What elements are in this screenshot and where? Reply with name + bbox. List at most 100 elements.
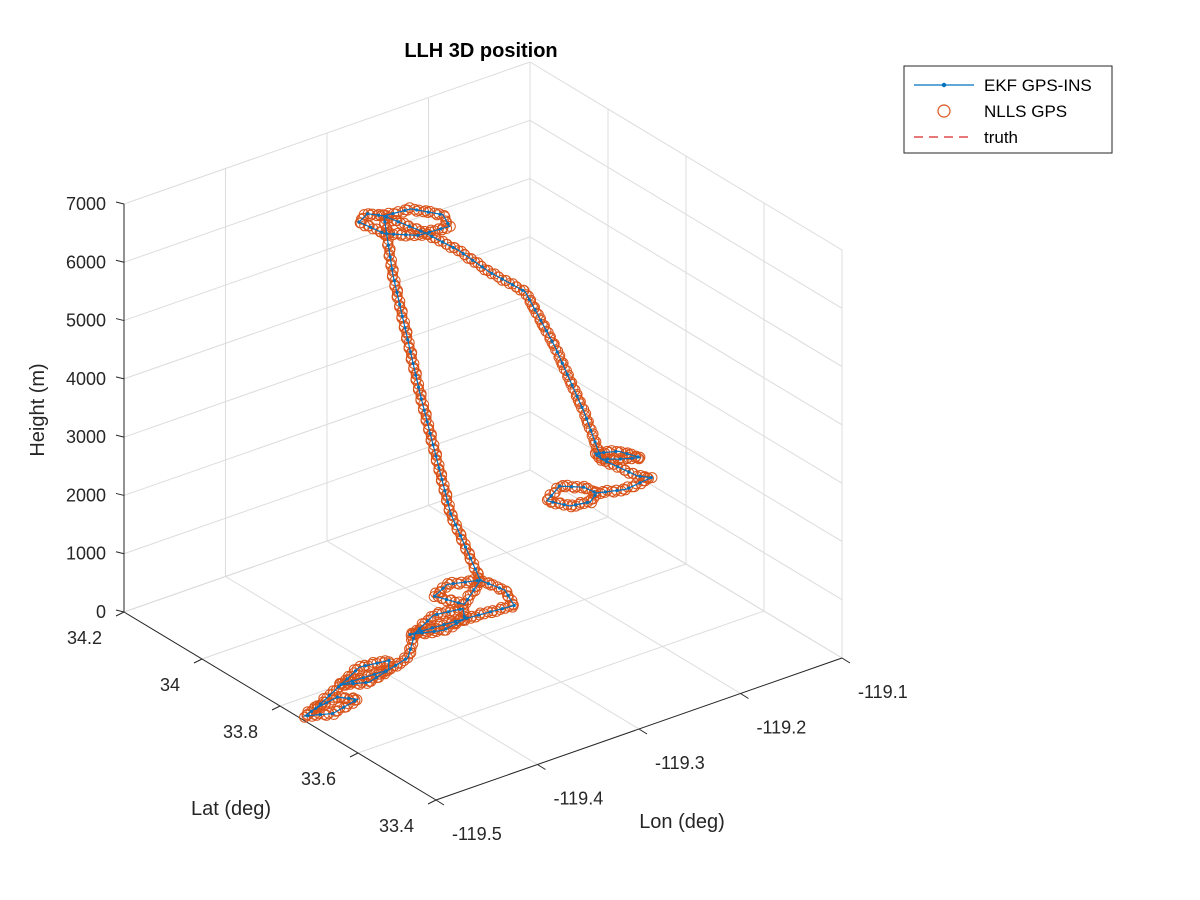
ekf-point (398, 302, 402, 306)
ekf-point (560, 361, 564, 365)
ekf-point (500, 607, 504, 611)
ekf-point (442, 623, 446, 627)
ekf-point (425, 420, 429, 424)
ekf-point (614, 449, 618, 454)
nlls-gps-point (455, 245, 467, 257)
legend-item-ekf: EKF GPS-INS (914, 76, 1092, 95)
ekf-point (589, 428, 593, 432)
ekf-point (488, 610, 493, 614)
ekf-point (480, 265, 484, 269)
ekf-point (461, 252, 465, 256)
ekf-point (391, 212, 395, 216)
ekf-point (441, 586, 445, 590)
ekf-point (403, 208, 407, 213)
ekf-point (475, 579, 479, 583)
nlls-gps-point (311, 703, 323, 715)
grid-side-height (529, 353, 843, 542)
ekf-point (400, 314, 404, 318)
z-tick-mark (115, 201, 125, 205)
x-tick-mark (435, 799, 445, 806)
nlls-gps-point (500, 275, 512, 287)
ekf-point (406, 338, 410, 342)
y-axis-label: Lat (deg) (191, 798, 271, 820)
ekf-point (597, 451, 601, 455)
nlls-gps-point (601, 484, 613, 496)
y-tick-mark (115, 611, 125, 617)
ekf-point (375, 661, 379, 665)
nlls-gps-point (299, 711, 311, 723)
ekf-point (444, 597, 449, 602)
nlls-gps-point (455, 533, 467, 545)
ekf-point (395, 290, 399, 295)
ekf-point (562, 503, 566, 507)
ekf-point (463, 545, 468, 549)
z-tick-mark (115, 609, 125, 613)
ekf-point (593, 493, 597, 497)
nlls-gps-point (379, 229, 391, 241)
ekf-point (318, 702, 322, 706)
z-tick-label: 7000 (66, 194, 106, 214)
grid-side-height (529, 411, 843, 601)
ekf-point (361, 676, 365, 680)
nlls-gps-point (558, 499, 570, 511)
grid-back-height (123, 294, 531, 438)
ekf-point (585, 417, 589, 421)
x-tick-mark (841, 657, 851, 664)
ekf-point (446, 221, 450, 226)
grid-back-height (123, 61, 531, 205)
ekf-point (407, 224, 412, 228)
nlls-gps-point (507, 278, 519, 290)
ekf-point (574, 503, 578, 507)
ekf-point (544, 329, 549, 333)
nlls-gps-point (440, 215, 452, 227)
nlls-gps-point (566, 377, 578, 388)
x-tick-label: -119.3 (655, 753, 705, 773)
nlls-gps-point (392, 657, 403, 669)
ekf-point (471, 258, 475, 262)
nlls-gps-point (493, 271, 505, 283)
nlls-gps-point (472, 257, 484, 269)
ekf-point (465, 616, 469, 620)
ekf-point (451, 245, 455, 250)
axis-lines (115, 201, 851, 806)
ekf-point (345, 677, 349, 681)
legend-item-truth: truth (914, 128, 1018, 147)
ekf-point (580, 405, 584, 409)
ekf-point (444, 627, 448, 631)
nlls-gps-point (587, 493, 599, 505)
nlls-gps-point (426, 232, 438, 244)
nlls-gps-point (466, 253, 477, 265)
nlls-gps-point (619, 464, 631, 476)
ekf-point (414, 373, 418, 377)
ekf-point (416, 385, 421, 389)
grid-back-height (123, 352, 531, 496)
ekf-point (472, 588, 476, 592)
nlls-gps-point (530, 307, 542, 319)
z-tick-mark (115, 434, 125, 438)
ekf-point (456, 601, 460, 605)
nlls-gps-point (637, 475, 649, 487)
x-tick-label: -119.1 (858, 682, 908, 702)
nlls-gps-point (464, 553, 476, 564)
grid-side-height (529, 178, 843, 367)
legend-label-ekf: EKF GPS-INS (984, 76, 1092, 95)
ekf-point (463, 580, 467, 584)
ekf-point (353, 669, 358, 673)
ekf-point (403, 326, 407, 330)
z-tick-label: 0 (96, 602, 106, 622)
nlls-gps-point (520, 289, 532, 301)
z-tick-mark (115, 551, 125, 555)
nlls-gps-point (489, 268, 501, 280)
ekf-point (342, 705, 346, 709)
ekf-point (551, 500, 555, 504)
ekf-point (454, 523, 458, 527)
nlls-gps-point (308, 703, 320, 715)
nlls-gps-point (526, 300, 538, 312)
nlls-gps-point (395, 657, 407, 669)
ekf-point (512, 603, 516, 608)
grid-side-height (529, 469, 843, 659)
nlls-gps-point (590, 489, 602, 501)
ekf-point (440, 240, 444, 244)
ekf-point (593, 440, 597, 444)
nlls-gps-point (330, 705, 342, 717)
